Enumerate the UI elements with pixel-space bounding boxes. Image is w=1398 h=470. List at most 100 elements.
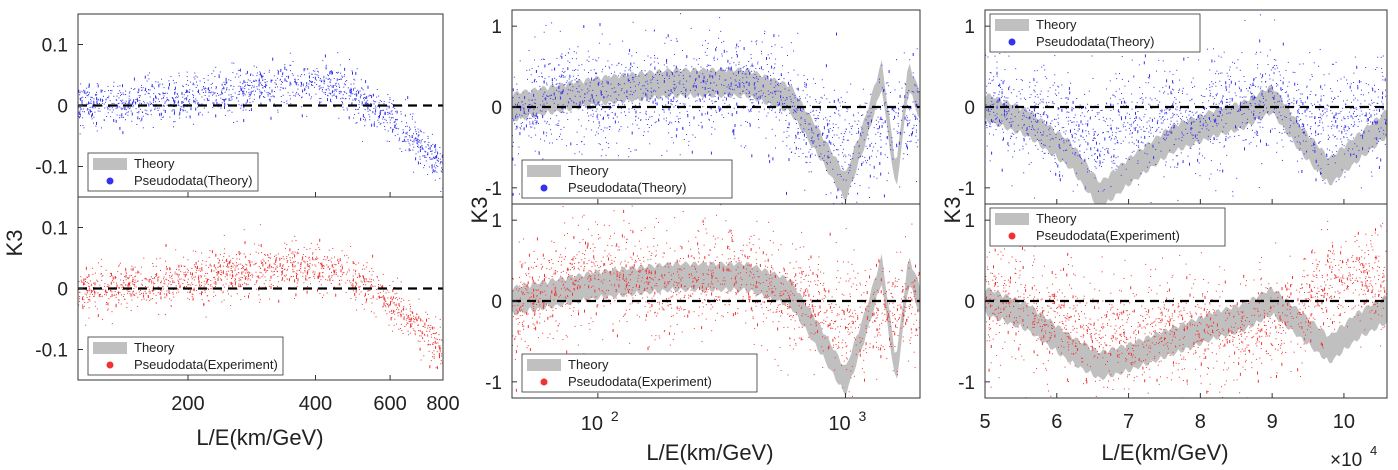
pseudodata-point bbox=[224, 83, 226, 85]
pseudodata-point bbox=[284, 275, 286, 277]
pseudodata-point bbox=[168, 280, 169, 282]
pseudodata-point bbox=[204, 275, 206, 277]
pseudodata-point bbox=[141, 84, 143, 86]
pseudodata-point bbox=[908, 135, 910, 137]
pseudodata-point bbox=[877, 150, 879, 152]
pseudodata-point bbox=[318, 272, 320, 276]
pseudodata-point bbox=[752, 77, 754, 78]
pseudodata-point bbox=[541, 110, 543, 112]
pseudodata-point bbox=[165, 92, 166, 94]
pseudodata-point bbox=[109, 109, 111, 111]
pseudodata-point bbox=[397, 119, 398, 121]
pseudodata-point bbox=[429, 327, 431, 329]
pseudodata-point bbox=[88, 285, 90, 287]
pseudodata-point bbox=[265, 270, 267, 272]
pseudodata-point bbox=[236, 73, 238, 75]
pseudodata-point bbox=[908, 107, 910, 109]
pseudodata-point bbox=[270, 79, 272, 83]
pseudodata-point bbox=[230, 96, 232, 98]
pseudodata-point bbox=[435, 148, 437, 150]
pseudodata-point bbox=[306, 248, 308, 250]
pseudodata-point bbox=[358, 287, 360, 289]
pseudodata-point bbox=[569, 89, 571, 91]
pseudodata-point bbox=[197, 266, 198, 269]
pseudodata-point bbox=[856, 201, 858, 203]
pseudodata-point bbox=[290, 64, 292, 66]
pseudodata-point bbox=[891, 141, 893, 143]
pseudodata-point bbox=[535, 114, 537, 118]
pseudodata-point bbox=[390, 297, 392, 299]
pseudodata-point bbox=[282, 264, 284, 266]
pseudodata-point bbox=[650, 82, 652, 84]
pseudodata-point bbox=[618, 63, 620, 65]
pseudodata-point bbox=[786, 137, 788, 139]
pseudodata-point bbox=[349, 89, 351, 91]
pseudodata-point bbox=[728, 92, 730, 94]
pseudodata-point bbox=[671, 104, 673, 106]
pseudodata-point bbox=[734, 137, 736, 139]
pseudodata-point bbox=[400, 113, 402, 115]
pseudodata-point bbox=[163, 280, 165, 282]
pseudodata-point bbox=[198, 269, 200, 271]
pseudodata-point bbox=[748, 82, 750, 84]
pseudodata-point bbox=[625, 313, 626, 315]
pseudodata-point bbox=[769, 92, 771, 94]
pseudodata-point bbox=[588, 107, 590, 109]
pseudodata-point bbox=[80, 90, 82, 92]
pseudodata-point bbox=[227, 263, 229, 267]
pseudodata-point bbox=[750, 108, 752, 110]
pseudodata-point bbox=[797, 131, 799, 135]
pseudodata-point bbox=[644, 306, 646, 308]
pseudodata-point bbox=[132, 283, 134, 285]
pseudodata-point bbox=[531, 82, 533, 83]
pseudodata-point bbox=[420, 130, 422, 132]
pseudodata-point bbox=[337, 71, 339, 73]
pseudodata-point bbox=[138, 291, 140, 293]
pseudodata-point bbox=[914, 118, 916, 120]
pseudodata-point bbox=[551, 69, 553, 71]
pseudodata-point bbox=[343, 86, 345, 88]
pseudodata-point bbox=[185, 89, 187, 91]
pseudodata-point bbox=[88, 85, 90, 88]
pseudodata-point bbox=[844, 119, 846, 121]
panel-plot-area bbox=[512, 204, 920, 397]
pseudodata-point bbox=[528, 50, 530, 51]
pseudodata-point bbox=[835, 106, 837, 110]
pseudodata-point bbox=[97, 99, 99, 101]
pseudodata-point bbox=[350, 284, 352, 286]
pseudodata-point bbox=[231, 278, 232, 279]
pseudodata-point bbox=[421, 145, 423, 146]
pseudodata-point bbox=[386, 289, 388, 291]
pseudodata-point bbox=[243, 80, 245, 84]
pseudodata-point bbox=[212, 102, 214, 104]
pseudodata-point bbox=[869, 174, 871, 178]
pseudodata-point bbox=[915, 129, 917, 131]
pseudodata-point bbox=[240, 267, 242, 269]
pseudodata-point bbox=[389, 305, 391, 307]
pseudodata-point bbox=[376, 89, 378, 90]
pseudodata-point bbox=[387, 106, 389, 108]
pseudodata-point bbox=[281, 75, 283, 77]
pseudodata-point bbox=[427, 152, 429, 156]
pseudodata-point bbox=[83, 127, 85, 129]
pseudodata-point bbox=[708, 118, 710, 120]
pseudodata-point bbox=[563, 76, 565, 78]
pseudodata-point bbox=[141, 279, 143, 281]
pseudodata-point bbox=[857, 193, 859, 195]
pseudodata-point bbox=[870, 93, 872, 95]
pseudodata-point bbox=[538, 122, 539, 124]
pseudodata-point bbox=[111, 272, 112, 276]
pseudodata-point bbox=[217, 266, 219, 268]
pseudodata-point bbox=[751, 40, 753, 42]
pseudodata-point bbox=[756, 77, 758, 79]
pseudodata-point bbox=[262, 259, 264, 261]
pseudodata-point bbox=[667, 124, 669, 125]
pseudodata-point bbox=[294, 80, 296, 84]
pseudodata-point bbox=[790, 84, 792, 86]
pseudodata-point bbox=[520, 117, 522, 119]
pseudodata-point bbox=[207, 88, 209, 90]
pseudodata-point bbox=[270, 96, 272, 98]
pseudodata-point bbox=[629, 81, 631, 83]
pseudodata-point bbox=[113, 95, 115, 97]
pseudodata-point bbox=[738, 82, 740, 84]
